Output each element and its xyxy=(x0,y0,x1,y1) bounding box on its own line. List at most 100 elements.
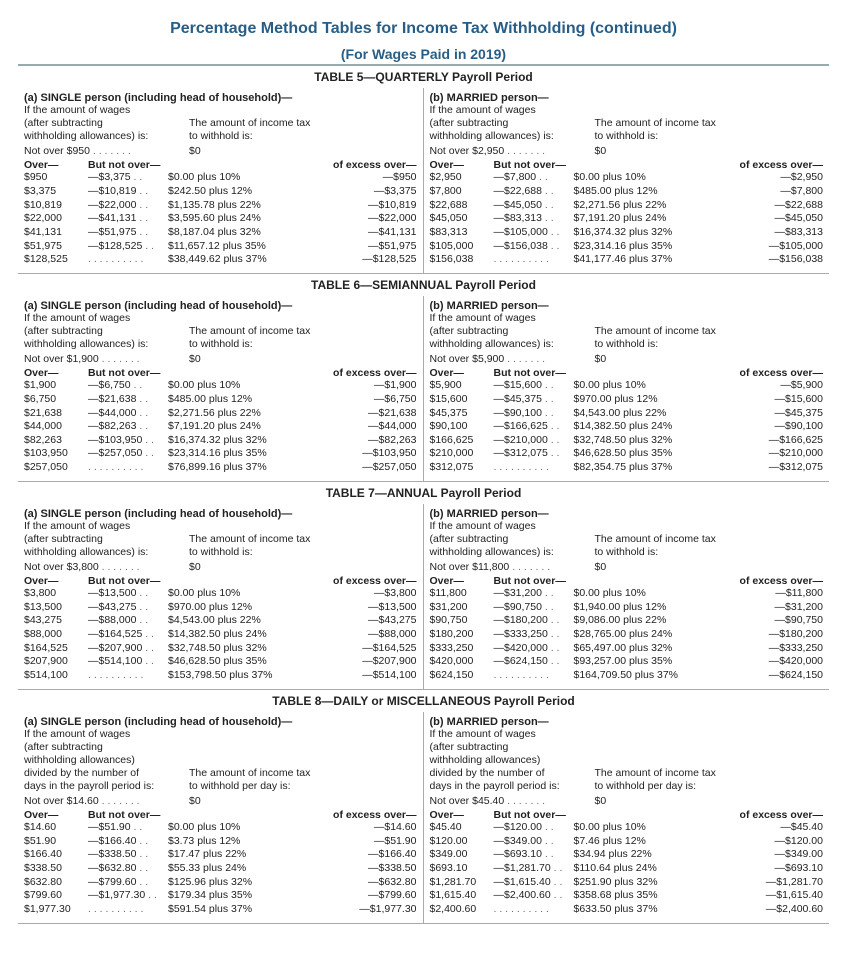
married-header: (b) MARRIED person— xyxy=(430,92,824,104)
table-row: $31,200—$90,750 . .$1,940.00 plus 12%—$3… xyxy=(430,601,824,615)
table-label: TABLE 5—QUARTERLY Payroll Period xyxy=(18,66,829,88)
table-row: $11,800—$31,200 . .$0.00 plus 10%—$11,80… xyxy=(430,587,824,601)
table-row: $45.40—$120.00 . .$0.00 plus 10%—$45.40 xyxy=(430,821,824,835)
single-half: (a) SINGLE person (including head of hou… xyxy=(18,88,424,273)
table-row: $514,100. . . . . . . . . .$153,798.50 p… xyxy=(24,669,417,683)
single-half: (a) SINGLE person (including head of hou… xyxy=(18,504,424,689)
table-row: $950—$3,375 . .$0.00 plus 10%—$950 xyxy=(24,171,417,185)
married-not-over: Not over $5,900 . . . . . . .$0 xyxy=(430,353,824,365)
married-intro: If the amount of wages(after subtracting… xyxy=(430,520,824,559)
single-not-over: Not over $950 . . . . . . .$0 xyxy=(24,145,417,157)
married-half: (b) MARRIED person—If the amount of wage… xyxy=(424,504,830,689)
married-header: (b) MARRIED person— xyxy=(430,300,824,312)
table-row: $103,950—$257,050 . .$23,314.16 plus 35%… xyxy=(24,447,417,461)
married-header: (b) MARRIED person— xyxy=(430,508,824,520)
table-row: $44,000—$82,263 . .$7,191.20 plus 24%—$4… xyxy=(24,420,417,434)
single-intro: If the amount of wages(after subtracting… xyxy=(24,312,417,351)
table-row: $624,150. . . . . . . . . .$164,709.50 p… xyxy=(430,669,824,683)
married-not-over: Not over $2,950 . . . . . . .$0 xyxy=(430,145,824,157)
table-row: $164,525—$207,900 . .$32,748.50 plus 32%… xyxy=(24,642,417,656)
table-row: $207,900—$514,100 . .$46,628.50 plus 35%… xyxy=(24,655,417,669)
single-intro: If the amount of wages(after subtracting… xyxy=(24,520,417,559)
table-row: $10,819—$22,000 . .$1,135.78 plus 22%—$1… xyxy=(24,199,417,213)
table-row: $1,977.30. . . . . . . . . .$591.54 plus… xyxy=(24,903,417,917)
single-header: (a) SINGLE person (including head of hou… xyxy=(24,508,417,520)
married-intro: If the amount of wages(after subtracting… xyxy=(430,728,824,794)
married-header: (b) MARRIED person— xyxy=(430,716,824,728)
table-label: TABLE 7—ANNUAL Payroll Period xyxy=(18,482,829,504)
table-row: $2,950—$7,800 . .$0.00 plus 10%—$2,950 xyxy=(430,171,824,185)
table-row: $333,250—$420,000 . .$65,497.00 plus 32%… xyxy=(430,642,824,656)
single-half: (a) SINGLE person (including head of hou… xyxy=(18,296,424,481)
table-row: $349.00—$693.10 . .$34.94 plus 22%—$349.… xyxy=(430,848,824,862)
single-header: (a) SINGLE person (including head of hou… xyxy=(24,92,417,104)
table-row: $43,275—$88,000 . .$4,543.00 plus 22%—$4… xyxy=(24,614,417,628)
table-split: (a) SINGLE person (including head of hou… xyxy=(18,296,829,482)
married-intro: If the amount of wages(after subtracting… xyxy=(430,104,824,143)
married-col-headers: Over—But not over—of excess over— xyxy=(430,809,824,821)
table-split: (a) SINGLE person (including head of hou… xyxy=(18,712,829,924)
table-row: $90,100—$166,625 . .$14,382.50 plus 24%—… xyxy=(430,420,824,434)
table-row: $22,000—$41,131 . .$3,595.60 plus 24%—$2… xyxy=(24,212,417,226)
married-intro: If the amount of wages(after subtracting… xyxy=(430,312,824,351)
single-not-over: Not over $3,800 . . . . . . .$0 xyxy=(24,561,417,573)
married-not-over: Not over $45.40 . . . . . . .$0 xyxy=(430,795,824,807)
married-half: (b) MARRIED person—If the amount of wage… xyxy=(424,712,830,923)
page-title: Percentage Method Tables for Income Tax … xyxy=(18,20,829,38)
married-half: (b) MARRIED person—If the amount of wage… xyxy=(424,296,830,481)
table-row: $51.90—$166.40 . .$3.73 plus 12%—$51.90 xyxy=(24,835,417,849)
table-row: $2,400.60. . . . . . . . . .$633.50 plus… xyxy=(430,903,824,917)
table-label: TABLE 8—DAILY or MISCELLANEOUS Payroll P… xyxy=(18,690,829,712)
page: Percentage Method Tables for Income Tax … xyxy=(0,0,847,954)
single-header: (a) SINGLE person (including head of hou… xyxy=(24,300,417,312)
single-col-headers: Over—But not over—of excess over— xyxy=(24,159,417,171)
table-row: $210,000—$312,075 . .$46,628.50 plus 35%… xyxy=(430,447,824,461)
table-row: $22,688—$45,050 . .$2,271.56 plus 22%—$2… xyxy=(430,199,824,213)
page-subtitle: (For Wages Paid in 2019) xyxy=(18,46,829,62)
table-row: $3,375—$10,819 . .$242.50 plus 12%—$3,37… xyxy=(24,185,417,199)
table-row: $45,375—$90,100 . .$4,543.00 plus 22%—$4… xyxy=(430,407,824,421)
table-row: $338.50—$632.80 . .$55.33 plus 24%—$338.… xyxy=(24,862,417,876)
married-not-over: Not over $11,800 . . . . . . .$0 xyxy=(430,561,824,573)
table-row: $1,281.70—$1,615.40 . .$251.90 plus 32%—… xyxy=(430,876,824,890)
single-not-over: Not over $14.60 . . . . . . .$0 xyxy=(24,795,417,807)
table-split: (a) SINGLE person (including head of hou… xyxy=(18,504,829,690)
table-row: $83,313—$105,000 . .$16,374.32 plus 32%—… xyxy=(430,226,824,240)
table-row: $13,500—$43,275 . .$970.00 plus 12%—$13,… xyxy=(24,601,417,615)
table-row: $51,975—$128,525 . .$11,657.12 plus 35%—… xyxy=(24,240,417,254)
single-col-headers: Over—But not over—of excess over— xyxy=(24,575,417,587)
table-row: $6,750—$21,638 . .$485.00 plus 12%—$6,75… xyxy=(24,393,417,407)
single-intro: If the amount of wages(after subtracting… xyxy=(24,104,417,143)
table-row: $1,615.40—$2,400.60 . .$358.68 plus 35%—… xyxy=(430,889,824,903)
single-header: (a) SINGLE person (including head of hou… xyxy=(24,716,417,728)
table-row: $120.00—$349.00 . .$7.46 plus 12%—$120.0… xyxy=(430,835,824,849)
table-row: $45,050—$83,313 . .$7,191.20 plus 24%—$4… xyxy=(430,212,824,226)
table-row: $88,000—$164,525 . .$14,382.50 plus 24%—… xyxy=(24,628,417,642)
table-row: $420,000—$624,150 . .$93,257.00 plus 35%… xyxy=(430,655,824,669)
table-row: $632.80—$799.60 . .$125.96 plus 32%—$632… xyxy=(24,876,417,890)
table-row: $166.40—$338.50 . .$17.47 plus 22%—$166.… xyxy=(24,848,417,862)
table-split: (a) SINGLE person (including head of hou… xyxy=(18,88,829,274)
married-col-headers: Over—But not over—of excess over— xyxy=(430,367,824,379)
single-half: (a) SINGLE person (including head of hou… xyxy=(18,712,424,923)
table-row: $156,038. . . . . . . . . .$41,177.46 pl… xyxy=(430,253,824,267)
table-row: $312,075. . . . . . . . . .$82,354.75 pl… xyxy=(430,461,824,475)
table-row: $21,638—$44,000 . .$2,271.56 plus 22%—$2… xyxy=(24,407,417,421)
table-row: $1,900—$6,750 . .$0.00 plus 10%—$1,900 xyxy=(24,379,417,393)
table-row: $693.10—$1,281.70 . .$110.64 plus 24%—$6… xyxy=(430,862,824,876)
table-row: $166,625—$210,000 . .$32,748.50 plus 32%… xyxy=(430,434,824,448)
single-intro: If the amount of wages(after subtracting… xyxy=(24,728,417,794)
table-label: TABLE 6—SEMIANNUAL Payroll Period xyxy=(18,274,829,296)
married-half: (b) MARRIED person—If the amount of wage… xyxy=(424,88,830,273)
table-row: $105,000—$156,038 . .$23,314.16 plus 35%… xyxy=(430,240,824,254)
single-col-headers: Over—But not over—of excess over— xyxy=(24,367,417,379)
single-col-headers: Over—But not over—of excess over— xyxy=(24,809,417,821)
table-row: $257,050. . . . . . . . . .$76,899.16 pl… xyxy=(24,461,417,475)
table-row: $41,131—$51,975 . .$8,187.04 plus 32%—$4… xyxy=(24,226,417,240)
table-row: $90,750—$180,200 . .$9,086.00 plus 22%—$… xyxy=(430,614,824,628)
table-row: $5,900—$15,600 . .$0.00 plus 10%—$5,900 xyxy=(430,379,824,393)
married-col-headers: Over—But not over—of excess over— xyxy=(430,575,824,587)
married-col-headers: Over—But not over—of excess over— xyxy=(430,159,824,171)
table-row: $180,200—$333,250 . .$28,765.00 plus 24%… xyxy=(430,628,824,642)
table-row: $82,263—$103,950 . .$16,374.32 plus 32%—… xyxy=(24,434,417,448)
